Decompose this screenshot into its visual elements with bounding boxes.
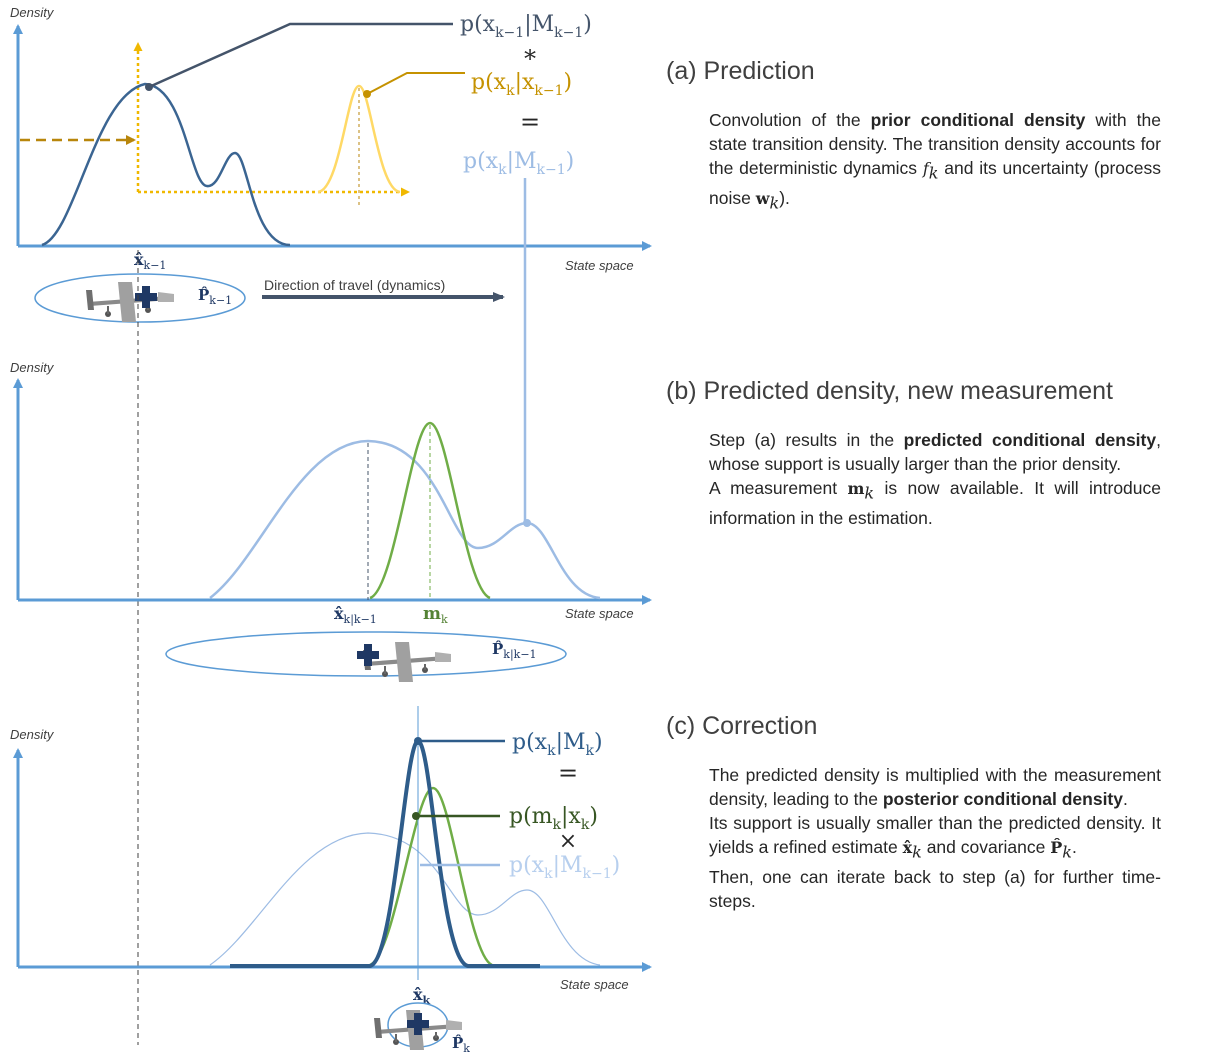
panel-a-ylabel: Density	[10, 5, 55, 20]
eq-transition: p(xk|xk−1)	[471, 70, 572, 99]
panel-c-xlabel: State space	[560, 977, 629, 992]
measurement-density-curve	[369, 421, 491, 600]
panel-a-estimate-label: x̂k−1	[134, 250, 166, 272]
eq-measurement: p(mk|xk)	[509, 804, 598, 833]
panel-a-plot: Density State space p(xk−1|Mk−1) ∗ p(xk|…	[10, 5, 652, 523]
panel-b-covariance-ellipse	[165, 631, 567, 677]
travel-direction-label: Direction of travel (dynamics)	[264, 277, 445, 293]
heading-correction: (c) Correction	[666, 712, 818, 740]
panel-b-plot: Density State space x̂k|k−1 mk P̂k|k−1	[10, 360, 652, 683]
panel-b-estimate-label: x̂k|k−1	[334, 604, 377, 627]
panel-b-covariance-label: P̂k|k−1	[492, 640, 537, 662]
eq-c-equals: =	[558, 759, 578, 787]
panel-c-plot: Density State space p(xk|Mk) = p(mk|xk) …	[10, 706, 652, 1055]
transition-annotation-line	[366, 72, 465, 95]
panel-b-xlabel: State space	[565, 606, 634, 621]
posterior-density-curve	[230, 738, 540, 968]
panel-b-ylabel: Density	[10, 360, 55, 375]
transition-density-curve	[317, 84, 401, 194]
eq-prior: p(xk−1|Mk−1)	[460, 12, 592, 41]
panel-b-measurement-label: mk	[423, 604, 448, 626]
predicted-density-curve	[209, 439, 601, 600]
panel-c-covariance-label: P̂k	[452, 1034, 470, 1055]
description-correction: The predicted density is multiplied with…	[709, 765, 1161, 911]
eq-convolution-operator: ∗	[522, 40, 538, 68]
prior-density-curve	[41, 82, 291, 247]
description-predicted-density: Step (a) results in the predicted condit…	[709, 430, 1161, 528]
panel-c-estimate-label: x̂k	[413, 985, 431, 1007]
panel-c-ylabel: Density	[10, 727, 55, 742]
eq-product-operator: ×	[559, 829, 577, 854]
panel-a-xlabel: State space	[565, 258, 634, 273]
panel-a-drone	[85, 281, 175, 323]
eq-predicted: p(xk|Mk−1)	[463, 149, 574, 178]
eq-posterior: p(xk|Mk)	[512, 730, 603, 759]
panel-c-measurement-density-curve	[369, 786, 493, 967]
description-prediction: Convolution of the prior conditional den…	[709, 110, 1161, 212]
panel-a-covariance-ellipse	[34, 273, 246, 323]
eq-c-predicted: p(xk|Mk−1)	[509, 853, 620, 882]
panel-c-predicted-density-curve	[209, 832, 601, 966]
eq-equals: =	[520, 108, 540, 136]
panel-a-covariance-label: P̂k−1	[198, 286, 232, 307]
heading-prediction: (a) Prediction	[666, 57, 815, 85]
prior-annotation-line	[148, 22, 453, 89]
heading-predicted-density: (b) Predicted density, new measurement	[666, 377, 1113, 405]
